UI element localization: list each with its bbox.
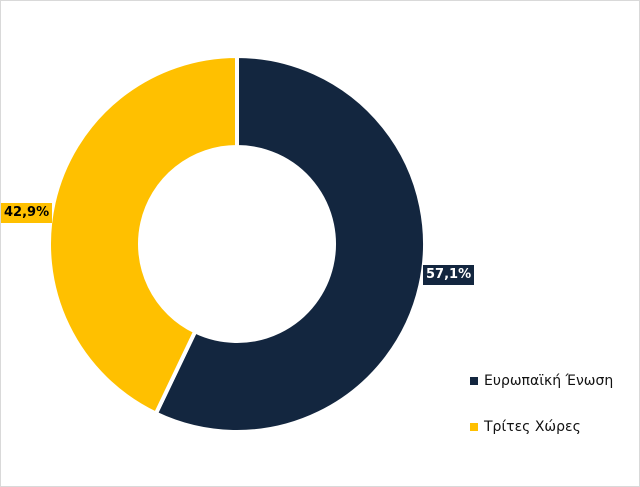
legend-swatch-eu [470, 377, 478, 385]
data-label-third-countries: 42,9% [1, 203, 53, 223]
legend-swatch-third-countries [470, 423, 478, 431]
legend-label-third-countries: Τρίτες Χώρες [484, 419, 581, 435]
legend-label-eu: Ευρωπαϊκή Ένωση [484, 373, 614, 389]
slice-eu [153, 53, 427, 434]
legend-item-eu: Ευρωπαϊκή Ένωση [470, 373, 613, 389]
data-label-eu: 57,1% [423, 265, 475, 285]
slice-third-countries [47, 53, 239, 417]
legend-item-third-countries: Τρίτες Χώρες [470, 419, 581, 435]
